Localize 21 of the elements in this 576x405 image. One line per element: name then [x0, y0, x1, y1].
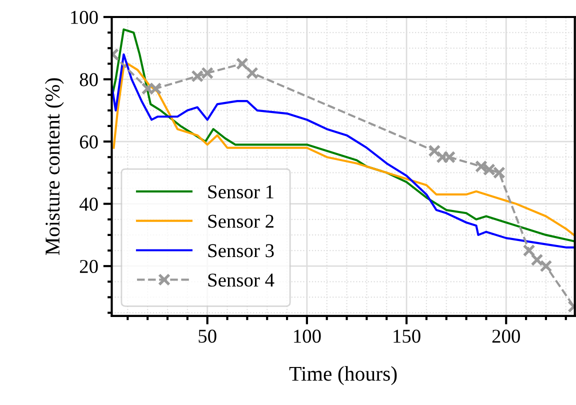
y-tick-label: 60 — [80, 135, 98, 148]
point — [530, 254, 544, 266]
legend-label: Sensor 1 — [208, 185, 274, 198]
point — [246, 66, 258, 80]
point — [428, 144, 441, 158]
legend-label: Sensor 2 — [208, 214, 274, 228]
y-tick-label: 100 — [71, 10, 98, 24]
x-axis-title: Time (hours) — [289, 366, 397, 386]
point — [522, 244, 536, 257]
x-tick-label: 150 — [394, 330, 420, 343]
y-tick-label: 40 — [79, 198, 98, 211]
y-tick-label: 20 — [80, 260, 98, 274]
legend-label: Sensor 3 — [208, 244, 274, 258]
point — [236, 57, 248, 70]
y-tick-label: 80 — [80, 73, 98, 86]
x-tick-label: 100 — [294, 330, 321, 343]
y-axis-title: Moisture content (%) — [44, 78, 64, 255]
legend-label: Sensor 4 — [208, 274, 274, 287]
x-tick-label: 200 — [492, 330, 520, 343]
point — [540, 260, 552, 272]
x-tick-label: 50 — [198, 330, 216, 343]
